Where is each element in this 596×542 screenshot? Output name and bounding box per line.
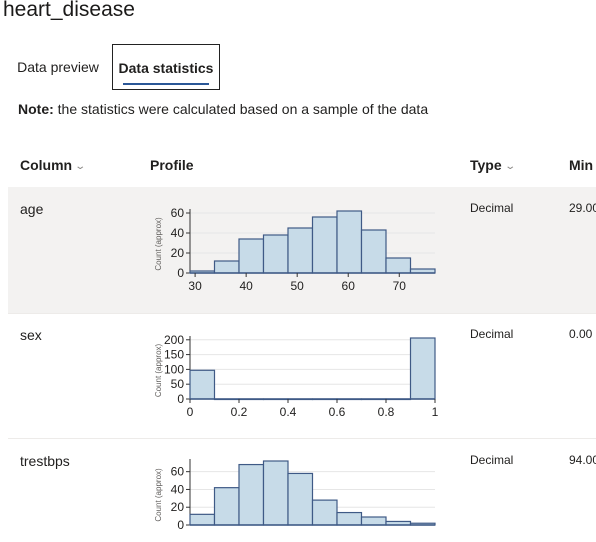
y-tick-label: 200: [164, 333, 184, 347]
histogram-bar: [189, 513, 216, 526]
min-value: 0.00: [569, 327, 593, 341]
column-header-label: Column: [20, 157, 73, 173]
tab-data-statistics-label: Data statistics: [118, 60, 214, 76]
x-tick-label: 0.6: [329, 405, 346, 419]
active-tab-indicator: [123, 83, 209, 85]
x-tick-label: 0.4: [280, 405, 297, 419]
column-header[interactable]: Column ⌄: [20, 157, 87, 173]
histogram-bar: [287, 472, 314, 526]
x-tick-label: 0.8: [378, 405, 395, 419]
histogram-bar: [213, 260, 240, 274]
type-value: Decimal: [470, 327, 514, 341]
x-tick-label: 70: [393, 279, 407, 293]
column-name: age: [20, 201, 44, 217]
y-tick-label: 50: [171, 377, 185, 391]
tab-data-statistics[interactable]: Data statistics: [112, 44, 220, 90]
table-row[interactable]: trestbps Decimal 94.00: [8, 439, 596, 527]
y-tick-label: 60: [171, 206, 185, 220]
histogram-bar: [189, 369, 216, 400]
y-axis-label: Count (approx): [154, 217, 163, 271]
histogram-bar: [385, 257, 412, 274]
type-header[interactable]: Type ⌄: [470, 157, 516, 173]
histogram-bar: [336, 511, 363, 526]
x-tick-label: 40: [239, 279, 253, 293]
histogram-bar: [360, 229, 387, 274]
y-tick-label: 20: [171, 246, 185, 260]
sample-note: Note: the statistics were calculated bas…: [18, 101, 428, 117]
x-tick-label: 0: [187, 405, 194, 419]
histogram-bar: [262, 460, 289, 526]
trestbps-histogram: Count (approx) 0 20 40 60: [154, 459, 436, 532]
x-tick-label: 30: [188, 279, 202, 293]
age-histogram: Count (approx) 0 20 40 60 30 40 50 60 70: [154, 206, 436, 293]
min-value: 94.00: [569, 453, 596, 467]
y-tick-label: 20: [171, 500, 185, 514]
histogram-bar: [238, 463, 265, 526]
y-tick-label: 100: [164, 362, 184, 376]
y-tick-label: 60: [171, 465, 185, 479]
note-text: the statistics were calculated based on …: [53, 101, 429, 117]
histogram-bar: [409, 337, 436, 400]
y-axis-label: Count (approx): [154, 343, 163, 397]
x-tick-label: 1: [432, 405, 439, 419]
min-header: Min: [569, 157, 594, 173]
y-tick-label: 0: [177, 518, 184, 532]
chevron-down-icon: ⌄: [74, 161, 87, 172]
chevron-down-icon: ⌄: [503, 161, 516, 172]
type-value: Decimal: [470, 453, 514, 467]
tab-data-preview[interactable]: Data preview: [17, 59, 99, 75]
histogram-bar: [238, 238, 265, 274]
histogram-bar: [262, 234, 289, 274]
histogram-bar: [311, 499, 338, 526]
histogram-bar: [311, 216, 338, 274]
dataset-title: heart_disease: [3, 0, 135, 21]
type-value: Decimal: [470, 201, 514, 215]
histogram-bar: [213, 487, 240, 526]
y-tick-label: 40: [171, 226, 185, 240]
row-divider: [8, 313, 596, 314]
histogram-bar: [360, 516, 387, 526]
histogram-bar: [287, 227, 314, 274]
min-value: 29.00: [569, 201, 596, 215]
y-tick-label: 150: [164, 348, 184, 362]
x-tick-label: 0.2: [231, 405, 248, 419]
table-row[interactable]: sex Decimal 0.00: [8, 314, 596, 438]
y-tick-label: 0: [177, 266, 184, 280]
type-header-label: Type: [470, 157, 502, 173]
note-label: Note:: [18, 101, 54, 117]
y-tick-label: 40: [171, 482, 185, 496]
y-axis-label: Count (approx): [154, 468, 163, 522]
column-name: sex: [20, 327, 42, 343]
profile-header: Profile: [150, 157, 194, 173]
row-divider: [8, 438, 596, 439]
column-name: trestbps: [20, 453, 70, 469]
y-tick-label: 0: [177, 392, 184, 406]
x-tick-label: 60: [342, 279, 356, 293]
x-tick-label: 50: [291, 279, 305, 293]
histogram-bar: [336, 210, 363, 274]
